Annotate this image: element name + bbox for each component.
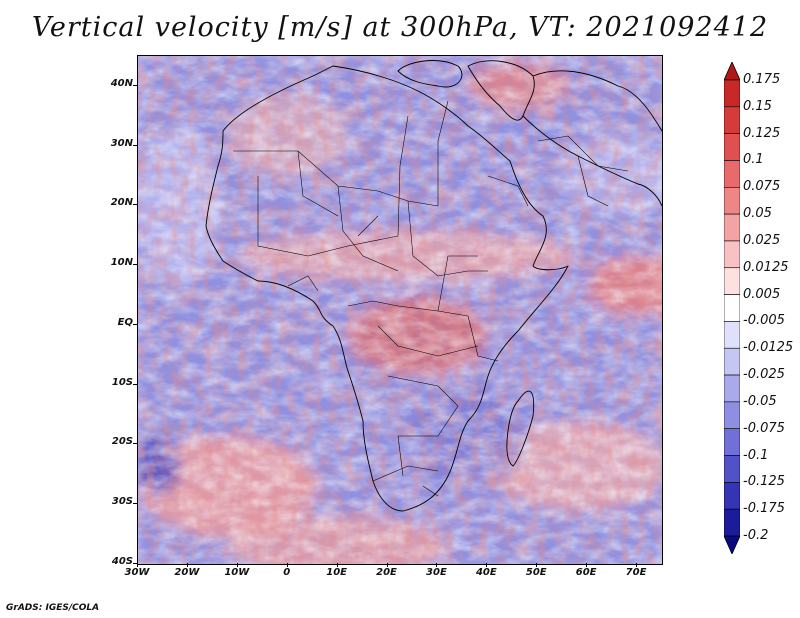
lat-tick [133,383,137,385]
colorbar-swatch [724,267,740,295]
colorbar-label: -0.125 [743,474,785,490]
colorbar-label: 0.005 [743,286,781,302]
lon-tick [336,563,338,567]
lon-tick-label: 30W [124,567,150,578]
lon-tick-label: 60E [575,567,597,578]
colorbar-label: -0.05 [743,393,777,409]
lat-tick-label: 10N [110,257,133,269]
grads-credit: GrADS: IGES/COLA [6,603,100,613]
lon-tick [486,563,488,567]
colorbar-label: 0.025 [743,232,781,248]
colorbar-swatch [724,482,740,510]
colorbar-swatch [724,213,740,242]
lon-tick [636,563,638,567]
lat-tick [133,204,137,206]
lon-tick [586,563,588,567]
lat-tick-label: 10S [111,376,133,388]
lat-tick [133,563,137,564]
field-texture-red [138,56,662,564]
colorbar-label: -0.075 [743,420,785,436]
lat-tick-label: EQ [117,316,133,328]
vertical-velocity-map [138,56,662,564]
lat-tick [133,84,137,86]
colorbar-swatch [724,133,740,161]
lat-tick [133,144,137,146]
colorbar-label: 0.1 [743,152,764,168]
colorbar-swatch [724,240,740,269]
lon-tick [536,563,538,567]
colorbar-label: -0.1 [743,447,769,463]
colorbar-swatch [724,186,740,215]
colorbar-swatch [724,160,740,188]
colorbar-swatch [724,321,740,349]
colorbar [724,62,740,554]
colorbar-swatch [724,374,740,403]
lat-tick-label: 30N [110,137,133,149]
colorbar-bottom-arrow [724,535,740,554]
colorbar-label: 0.125 [743,125,781,141]
colorbar-label: 0.075 [743,179,781,195]
coastlines [205,60,662,512]
lon-tick-label: 40E [475,567,497,578]
lat-tick-label: 40S [111,556,133,567]
lon-tick-label: 30E [426,567,447,578]
colorbar-swatch [724,294,740,322]
colorbar-swatch [724,79,740,108]
lon-tick-label: 10W [224,567,250,578]
lon-tick [286,563,288,567]
lat-tick [133,323,137,325]
colorbar-swatch [724,455,740,483]
colorbar-label: 0.05 [743,206,772,222]
country-borders [233,100,629,497]
lat-tick-label: 40N [110,77,133,89]
colorbar-label: -0.025 [743,367,785,383]
colorbar-swatch [724,508,740,537]
lat-tick-label: 30S [111,496,133,508]
lon-tick [436,563,438,567]
lon-tick-label: 50E [525,567,547,578]
colorbar-swatch [724,106,740,134]
colorbar-top-arrow [724,62,740,81]
colorbar-label: -0.2 [743,528,769,543]
lon-tick-label: 70E [625,567,647,578]
colorbar-label: 0.15 [743,98,772,114]
colorbar-label: -0.005 [743,313,785,329]
colorbar-label: 0.175 [743,72,781,87]
colorbar-swatch [724,401,740,430]
lat-tick-label: 20N [110,197,133,209]
lon-tick [386,563,388,567]
colorbar-swatch [724,428,740,456]
colorbar-label: 0.0125 [743,259,789,275]
lat-tick-label: 20S [111,436,133,448]
lon-tick [186,563,188,567]
lon-tick-label: 20E [376,567,397,578]
lon-tick-label: 0 [283,567,291,578]
colorbar-label: -0.0125 [743,340,794,356]
lon-tick-label: 20W [174,567,200,578]
lat-tick [133,264,137,266]
lat-tick [133,443,137,445]
chart-title: Vertical velocity [m/s] at 300hPa, VT: 2… [31,12,769,43]
lat-tick [133,503,137,505]
map-panel [137,55,663,565]
colorbar-swatch [724,347,740,376]
lon-tick [137,563,138,567]
lon-tick-label: 10E [326,567,347,578]
colorbar-label: -0.175 [743,501,785,517]
lon-tick [236,563,238,567]
